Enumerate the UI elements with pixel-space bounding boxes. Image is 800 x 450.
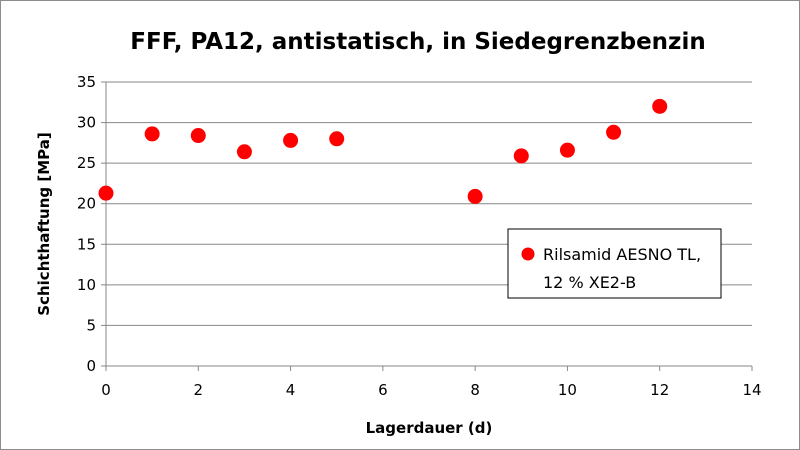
legend-label-line-1: Rilsamid AESNO TL, <box>543 245 701 264</box>
y-tick-label: 30 <box>77 114 96 132</box>
y-tick-label: 20 <box>77 195 96 213</box>
data-point <box>190 128 206 144</box>
x-tick-label: 6 <box>378 381 388 399</box>
data-point <box>329 131 345 147</box>
data-point <box>513 148 529 164</box>
chart-title: FFF, PA12, antistatisch, in Siedegrenzbe… <box>130 29 705 55</box>
data-point <box>559 142 575 158</box>
data-point <box>606 124 622 140</box>
x-tick-label: 2 <box>194 381 204 399</box>
x-tick-label: 0 <box>101 381 111 399</box>
data-points <box>98 98 668 204</box>
y-tick-label: 5 <box>86 316 96 334</box>
y-tick-label: 35 <box>77 73 96 91</box>
data-point <box>652 98 668 114</box>
data-point <box>144 126 160 142</box>
y-tick-labels: 0 5 10 15 20 25 30 35 <box>77 73 96 375</box>
legend-label-line-2: 12 % XE2-B <box>543 273 636 292</box>
y-tick-label: 25 <box>77 154 96 172</box>
data-point <box>467 188 483 204</box>
x-tick-labels: 0 2 4 6 8 10 12 14 <box>101 381 761 399</box>
legend-marker <box>521 247 535 261</box>
data-point <box>98 185 114 201</box>
x-tick-label: 10 <box>558 381 577 399</box>
y-tick-label: 10 <box>77 276 96 294</box>
x-tick-label: 8 <box>470 381 480 399</box>
axes <box>101 81 753 371</box>
y-tick-label: 0 <box>86 357 96 375</box>
x-tick-label: 4 <box>286 381 296 399</box>
y-axis-label: Schichthaftung [MPa] <box>35 132 53 315</box>
y-tick-label: 15 <box>77 235 96 253</box>
legend: Rilsamid AESNO TL, 12 % XE2-B <box>507 228 722 299</box>
x-axis-label: Lagerdauer (d) <box>366 419 493 437</box>
data-point <box>283 132 299 148</box>
x-tick-label: 12 <box>650 381 669 399</box>
legend-box <box>507 228 722 299</box>
x-tick-label: 14 <box>742 381 761 399</box>
data-point <box>236 144 252 160</box>
